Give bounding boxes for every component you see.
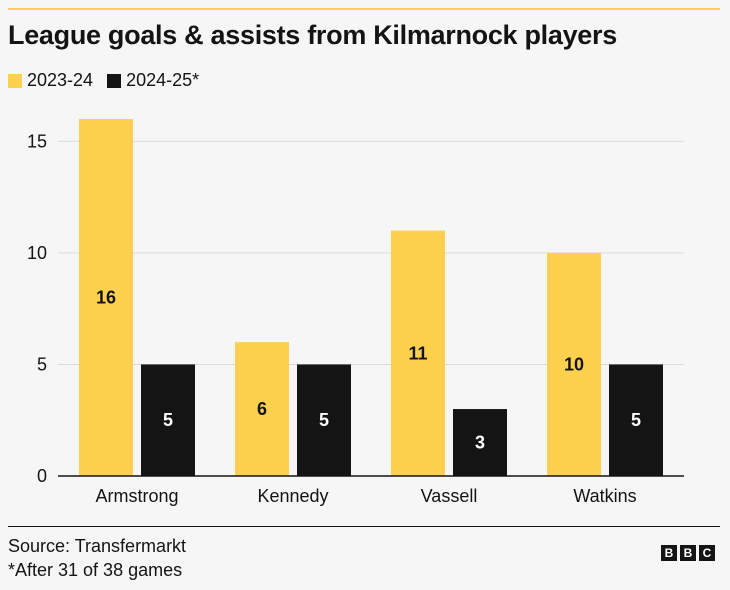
source-text: Source: Transfermarkt (8, 536, 187, 556)
bar-watkins-1 (609, 364, 663, 476)
bar-value-label-vassell-1: 3 (475, 433, 485, 453)
bar-vassell-0 (391, 230, 445, 476)
bar-value-label-watkins-0: 10 (564, 354, 584, 374)
source-block: Source: Transfermarkt *After 31 of 38 ga… (8, 534, 186, 582)
bar-value-label-armstrong-1: 5 (163, 410, 173, 430)
legend-item-2024-25: 2024-25* (107, 70, 199, 91)
y-tick-label-10: 10 (27, 243, 47, 263)
x-tick-label-kennedy: Kennedy (257, 486, 328, 506)
top-accent-rule (8, 8, 720, 10)
logo-letter-b1: B (661, 545, 677, 561)
legend-label-2024-25: 2024-25* (126, 70, 200, 90)
x-tick-label-watkins: Watkins (573, 486, 636, 506)
bar-kennedy-0 (235, 342, 289, 476)
y-tick-label-15: 15 (27, 131, 47, 151)
y-tick-label-0: 0 (37, 466, 47, 486)
bar-vassell-1 (453, 409, 507, 476)
chart-title: League goals & assists from Kilmarnock p… (8, 20, 617, 50)
x-tick-label-vassell: Vassell (421, 486, 478, 506)
x-tick-label-armstrong: Armstrong (95, 486, 178, 506)
bar-armstrong-0 (79, 119, 133, 476)
bar-kennedy-1 (297, 364, 351, 476)
bar-value-label-kennedy-1: 5 (319, 410, 329, 430)
logo-letter-b2: B (680, 545, 696, 561)
bar-value-label-kennedy-0: 6 (257, 399, 267, 419)
bar-chart: 0 5 10 15 16 5 Armstrong 6 5 Kennedy 11 3 Vassell 10 5… (27, 119, 684, 506)
legend-swatch-2024-25 (107, 73, 122, 88)
legend-swatch-2023-24 (8, 73, 22, 88)
bar-armstrong-1 (141, 364, 195, 476)
bar-value-label-watkins-1: 5 (631, 410, 641, 430)
legend-label-2023-24: 2023-24 (27, 70, 94, 90)
footer-rule (8, 526, 720, 527)
logo-letter-c: C (699, 545, 715, 561)
bar-value-label-vassell-0: 11 (408, 343, 427, 363)
bar-watkins-0 (547, 252, 601, 476)
y-tick-label-5: 5 (37, 354, 47, 374)
footnote-text: *After 31 of 38 games (8, 560, 183, 580)
legend-item-2023-24: 2023-24 (8, 70, 93, 91)
bbc-logo: B B C (658, 545, 715, 561)
legend: 2023-24 2024-25* (8, 70, 213, 91)
bar-value-label-armstrong-0: 16 (96, 288, 116, 308)
